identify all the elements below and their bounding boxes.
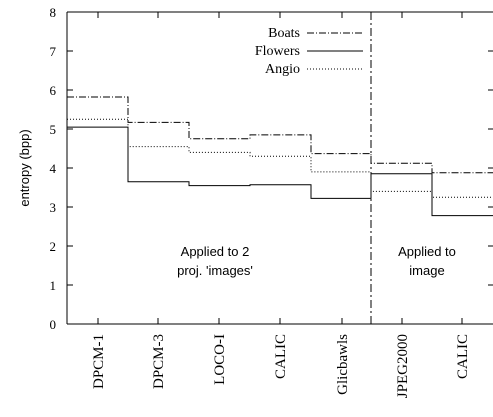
y-tick-label-4: 4: [50, 161, 57, 176]
y-ticks: 0 1 2 3 4 5 6 7 8: [50, 5, 493, 332]
x-category-label: DPCM-1: [91, 334, 107, 389]
x-category-label: Glicbawls: [335, 334, 351, 395]
y-axis-title: entropy (bpp): [17, 129, 32, 206]
x-category-label: DPCM-3: [151, 334, 167, 389]
y-tick-label-3: 3: [50, 200, 57, 215]
annotation-group1-line2: proj. 'images': [177, 263, 253, 278]
y-tick-label-8: 8: [50, 5, 57, 20]
x-category-label: CALIC: [273, 334, 289, 379]
x-category-label: JPEG2000: [395, 334, 411, 398]
series-lines: [67, 96, 493, 217]
x-ticks: DPCM-1 DPCM-3 LOCO-I CALIC Glicbawls JPEG2000…: [91, 12, 471, 398]
series-line-flowers: [67, 126, 493, 217]
annotation-group1-line1: Applied to 2: [181, 244, 250, 259]
annotation-group2-line1: Applied to: [398, 244, 456, 259]
legend-label-boats: Boats: [268, 26, 300, 41]
y-tick-label-2: 2: [50, 239, 57, 254]
legend: Boats Flowers Angio: [255, 26, 363, 77]
legend-label-angio: Angio: [265, 62, 300, 77]
series-line-boats: [67, 96, 493, 174]
series-line-angio: [67, 118, 493, 198]
y-tick-label-6: 6: [50, 83, 57, 98]
x-category-label: CALIC: [455, 334, 471, 379]
y-tick-label-5: 5: [50, 122, 57, 137]
y-tick-label-0: 0: [50, 317, 57, 332]
x-category-label: LOCO-I: [212, 334, 228, 385]
y-tick-label-1: 1: [50, 278, 57, 293]
legend-label-flowers: Flowers: [255, 44, 300, 59]
y-tick-label-7: 7: [50, 44, 57, 59]
annotation-group2-line2: image: [409, 263, 444, 278]
